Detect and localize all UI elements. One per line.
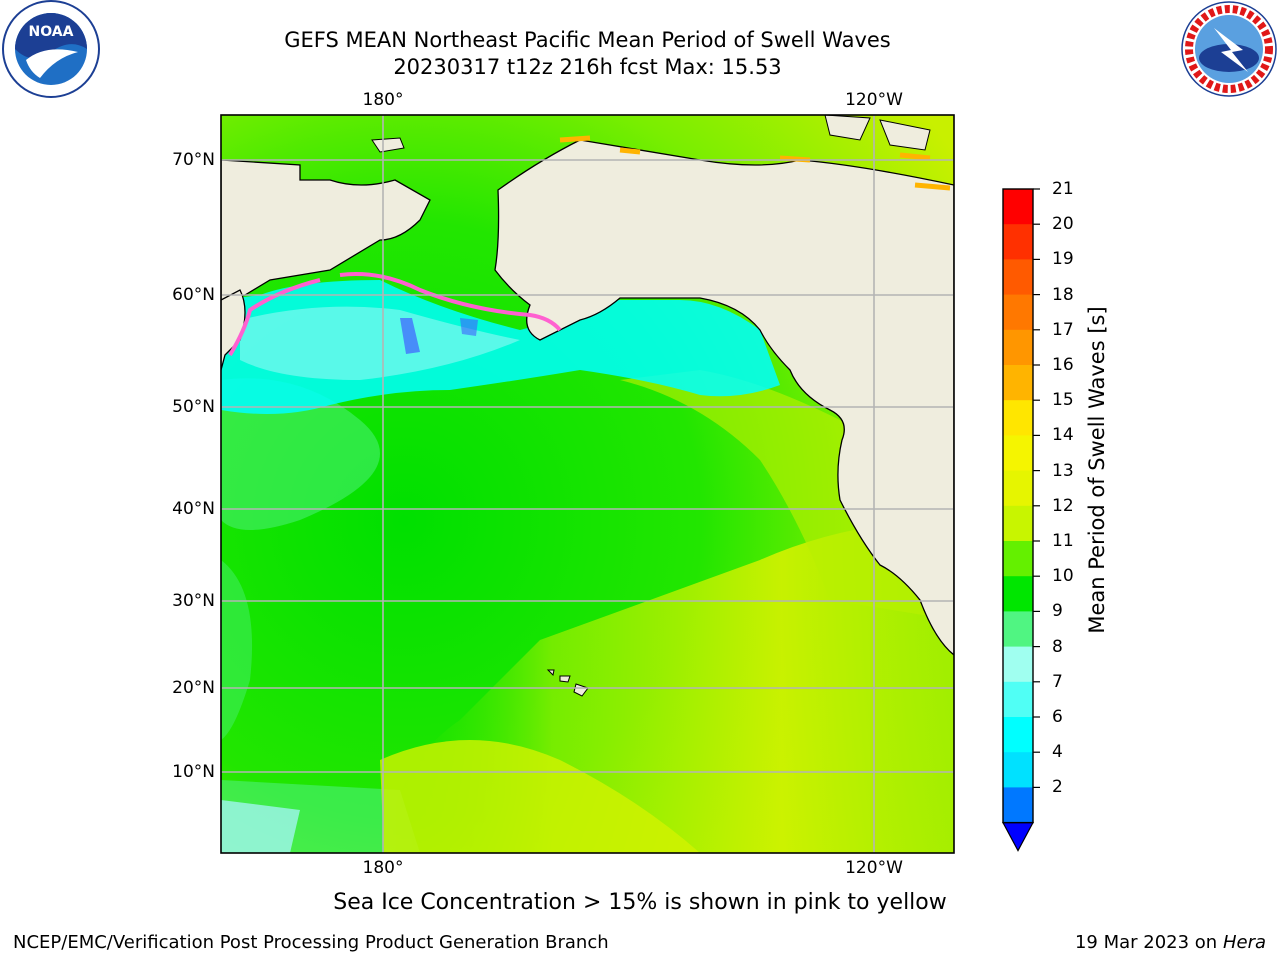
colorbar-segment: [1003, 294, 1033, 331]
colorbar-segment: [1003, 752, 1033, 788]
colorbar-title: Mean Period of Swell Waves [s]: [1085, 306, 1109, 634]
colorbar-tick-label: 17: [1052, 319, 1074, 340]
colorbar-tick-label: 11: [1052, 531, 1074, 551]
colorbar-segment: [1003, 717, 1033, 753]
colorbar-segment: [1003, 224, 1033, 260]
footer-date: 19 Mar 2023 on Hera: [1075, 932, 1266, 953]
colorbar-tick-label: 9: [1052, 601, 1063, 622]
colorbar-tick-label: 12: [1052, 495, 1074, 516]
colorbar-tick-label: 13: [1052, 460, 1074, 481]
lat-label-40n: 40°N: [172, 499, 215, 519]
lon-label-bottom-180: 180°: [362, 858, 404, 878]
map-subtitle: 20230317 t12z 216h fcst Max: 15.53: [393, 55, 782, 79]
colorbar-underflow-arrow: [1001, 821, 1035, 852]
lat-label-10n: 10°N: [172, 762, 215, 782]
colorbar-segment: [1003, 611, 1033, 648]
colorbar-tick-label: 20: [1052, 214, 1074, 235]
colorbar-segment: [1003, 400, 1033, 436]
map-title: GEFS MEAN Northeast Pacific Mean Period …: [284, 28, 891, 52]
lat-label-50n: 50°N: [172, 397, 215, 417]
colorbar-tick-label: 6: [1052, 707, 1063, 727]
sea-ice-note: Sea Ice Concentration > 15% is shown in …: [333, 890, 947, 915]
colorbar-segment: [1003, 541, 1033, 577]
lon-label-top-120w: 120°W: [845, 90, 903, 110]
colorbar: [1001, 188, 1040, 852]
colorbar-segment: [1003, 576, 1033, 612]
lat-label-30n: 30°N: [172, 591, 215, 611]
land-siberia: [221, 159, 431, 301]
colorbar-segment: [1003, 189, 1033, 225]
footer-host: Hera: [1222, 932, 1266, 953]
colorbar-tick-label: 7: [1052, 671, 1063, 692]
graticule: [221, 115, 954, 853]
lat-label-20n: 20°N: [172, 678, 215, 698]
colorbar-tick-label: 10: [1052, 566, 1074, 587]
land-hawaii: [546, 669, 589, 697]
map-frame: [220, 114, 955, 854]
colorbar-segment: [1003, 681, 1033, 718]
colorbar-segment: [1003, 646, 1033, 683]
lat-label-60n: 60°N: [172, 285, 215, 305]
colorbar-segment: [1003, 470, 1033, 507]
colorbar-segment: [1003, 365, 1033, 401]
map-area: [221, 115, 954, 853]
colorbar-tick-label: 2: [1052, 777, 1063, 798]
colorbar-segment: [1003, 259, 1033, 296]
colorbar-tick-label: 19: [1052, 249, 1074, 270]
lon-label-bottom-120w: 120°W: [845, 858, 903, 878]
colorbar-tick-label: 4: [1052, 742, 1063, 763]
noaa-logo: NOAA: [2, 0, 100, 98]
lat-label-70n: 70°N: [172, 150, 215, 170]
land-north-america: [494, 139, 954, 656]
colorbar-segment: [1003, 329, 1033, 366]
colorbar-segment: [1003, 505, 1033, 542]
colorbar-tick-label: 21: [1052, 179, 1074, 199]
footer-date-text: 19 Mar 2023 on: [1074, 932, 1218, 953]
footer-credit: NCEP/EMC/Verification Post Processing Pr…: [13, 932, 609, 953]
colorbar-tick-label: 8: [1052, 636, 1063, 657]
colorbar-tick-label: 15: [1052, 390, 1074, 411]
colorbar-tick-label: 14: [1052, 425, 1074, 446]
colorbar-segment: [1003, 435, 1033, 472]
colorbar-tick-label: 18: [1052, 284, 1074, 305]
lon-label-top-180: 180°: [362, 90, 404, 110]
colorbar-tick-label: 16: [1052, 355, 1074, 375]
noaa-logo-text: NOAA: [29, 24, 74, 40]
colorbar-segment: [1003, 787, 1033, 824]
nws-logo: [1181, 1, 1277, 97]
